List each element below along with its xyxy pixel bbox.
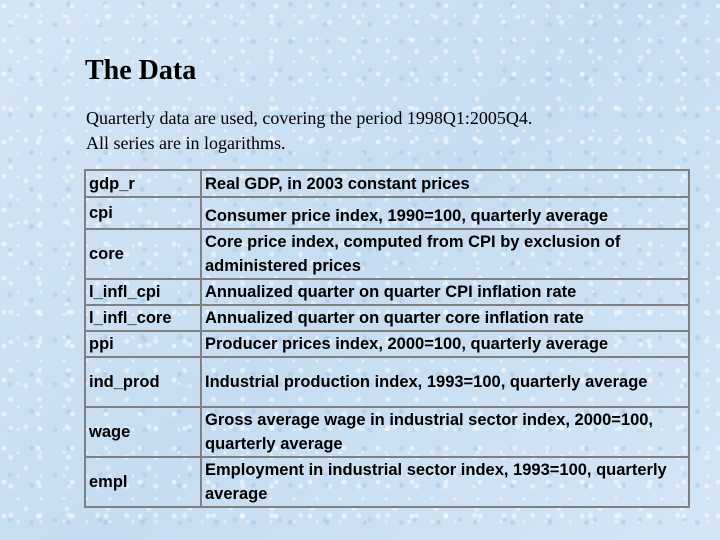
variable-name: cpi <box>84 196 202 230</box>
variable-name: gdp_r <box>84 169 202 198</box>
variable-name: empl <box>84 456 202 508</box>
variable-name: wage <box>84 406 202 458</box>
table-row: cpi Consumer price index, 1990=100, quar… <box>84 196 690 230</box>
table-row: l_infl_core Annualized quarter on quarte… <box>84 304 690 332</box>
table-row: ind_prod Industrial production index, 19… <box>84 356 690 408</box>
variable-name: l_infl_core <box>84 304 202 332</box>
variable-name: core <box>84 228 202 280</box>
variable-description: Annualized quarter on quarter CPI inflat… <box>200 278 690 306</box>
variable-description: Producer prices index, 2000=100, quarter… <box>200 330 690 358</box>
variable-description: Core price index, computed from CPI by e… <box>200 228 690 280</box>
variable-description: Annualized quarter on quarter core infla… <box>200 304 690 332</box>
variable-description: Employment in industrial sector index, 1… <box>200 456 690 508</box>
variable-name: ind_prod <box>84 356 202 408</box>
variable-description: Consumer price index, 1990=100, quarterl… <box>200 196 690 230</box>
table-row: l_infl_cpi Annualized quarter on quarter… <box>84 278 690 306</box>
table-row: core Core price index, computed from CPI… <box>84 228 690 280</box>
variable-description: Real GDP, in 2003 constant prices <box>200 169 690 198</box>
table-row: wage Gross average wage in industrial se… <box>84 406 690 458</box>
slide-subtitle: Quarterly data are used, covering the pe… <box>86 106 532 156</box>
variables-table: gdp_r Real GDP, in 2003 constant prices … <box>84 169 690 508</box>
subtitle-line: Quarterly data are used, covering the pe… <box>86 108 533 128</box>
variable-description: Industrial production index, 1993=100, q… <box>200 356 690 408</box>
variable-description: Gross average wage in industrial sector … <box>200 406 690 458</box>
variable-name: l_infl_cpi <box>84 278 202 306</box>
table-row: ppi Producer prices index, 2000=100, qua… <box>84 330 690 358</box>
subtitle-line: All series are in logarithms. <box>86 133 286 153</box>
table-row: empl Employment in industrial sector ind… <box>84 456 690 508</box>
variable-name: ppi <box>84 330 202 358</box>
slide-title: The Data <box>85 55 197 86</box>
table-row: gdp_r Real GDP, in 2003 constant prices <box>84 169 690 198</box>
